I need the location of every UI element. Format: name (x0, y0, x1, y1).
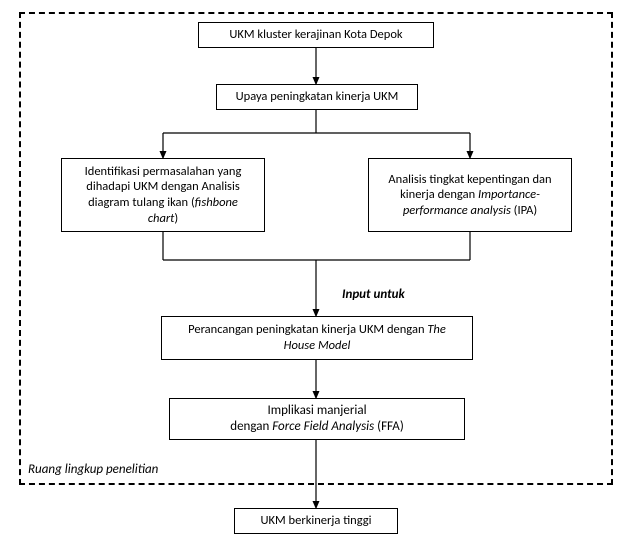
arrow-layer (0, 0, 630, 549)
